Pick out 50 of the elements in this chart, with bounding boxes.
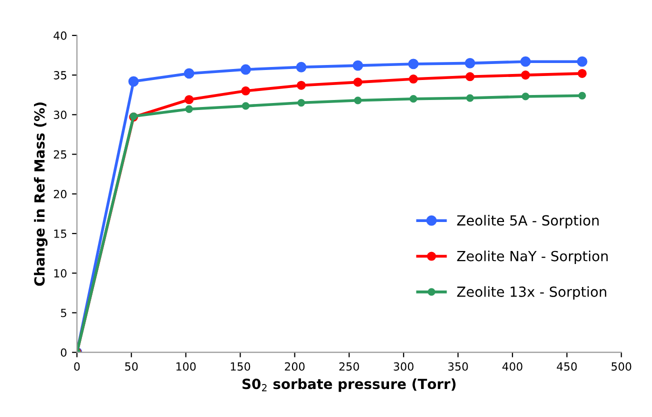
point (184, 95, 194, 104)
point (466, 94, 474, 102)
x-tick-label: 250 (339, 362, 360, 371)
point (353, 78, 362, 87)
point (408, 74, 418, 84)
point (184, 68, 194, 79)
point (578, 92, 586, 100)
point (464, 58, 476, 68)
y-tick-label: 40 (54, 31, 66, 40)
y-tick-label: 15 (54, 230, 66, 238)
point (128, 76, 139, 87)
point (296, 80, 306, 90)
y-tick-label: 25 (54, 150, 66, 159)
point (408, 58, 419, 70)
point (465, 72, 475, 82)
point (522, 92, 530, 100)
y-tick-label: 0 (60, 348, 66, 357)
point (354, 96, 362, 104)
y-tick-label: 5 (61, 308, 66, 318)
point (410, 95, 418, 103)
point (352, 60, 364, 71)
point (576, 56, 588, 67)
point (297, 98, 306, 107)
x-tick-label: 50 (125, 362, 138, 371)
x-tick-label: 200 (284, 362, 305, 371)
point (242, 102, 250, 110)
legend-label: Zeolite 13x - Sorption (457, 286, 606, 300)
y-tick-label: 35 (54, 71, 66, 80)
y-tick-label: 10 (54, 269, 66, 278)
x-tick-label: 500 (612, 362, 632, 371)
x-tick-label: 300 (394, 362, 414, 371)
x-tick-label: 450 (556, 362, 577, 371)
legend-label: Zeolite NaY - Sorption (457, 250, 608, 264)
y-tick-label: 30 (54, 110, 66, 120)
point (521, 70, 530, 80)
x-tick-label: 0 (74, 362, 80, 371)
x-tick-label: 100 (176, 362, 196, 371)
point (185, 105, 193, 113)
y-axis-title: Change in Ref Mass (%) (34, 102, 48, 286)
point (296, 62, 306, 72)
point (240, 64, 251, 75)
x-tick-label: 350 (448, 362, 468, 371)
x-tick-label: 150 (230, 362, 250, 371)
point (578, 68, 587, 78)
point (241, 86, 250, 96)
legend-label: Zeolite 5A - Sorption (457, 214, 599, 228)
x-axis-title: S0$_{2}$ sorbate pressure (Torr) (242, 378, 456, 392)
y-tick-label: 20 (54, 190, 66, 198)
point (520, 56, 531, 67)
x-tick-label: 400 (502, 362, 522, 371)
